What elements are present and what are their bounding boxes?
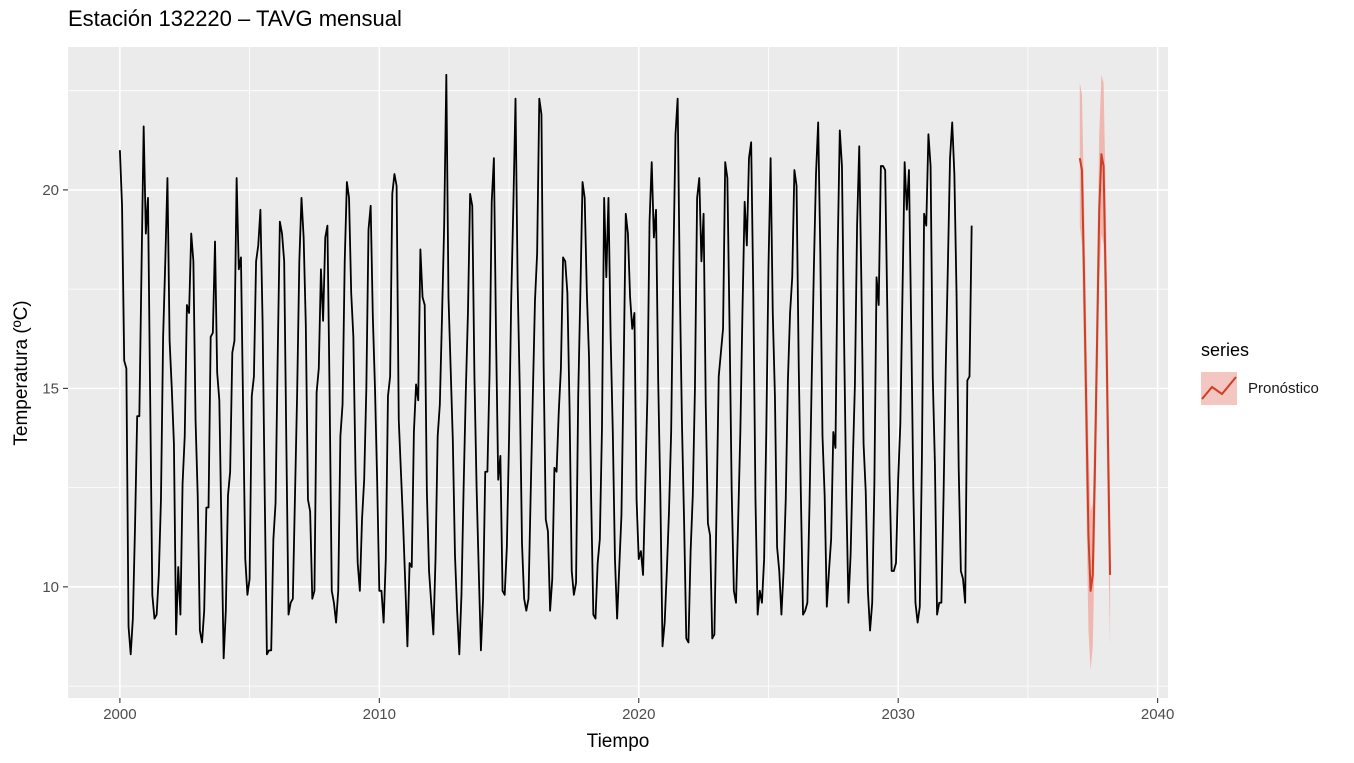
legend-key-line xyxy=(1201,376,1237,400)
legend-key-band xyxy=(1201,372,1237,405)
chart-title: Estación 132220 – TAVG mensual xyxy=(68,6,402,31)
legend-key-forecast xyxy=(1201,372,1237,405)
y-tick-label: 10 xyxy=(42,579,59,596)
grid-major xyxy=(68,47,1168,698)
series-line-layer xyxy=(118,73,1112,660)
y-tick-label: 15 xyxy=(42,380,59,397)
y-tick-label: 20 xyxy=(42,182,59,199)
x-axis-label: Tiempo xyxy=(587,731,650,752)
x-tick-label: 2000 xyxy=(103,706,136,723)
series-line-forecast xyxy=(1078,153,1112,592)
x-tick-label: 2030 xyxy=(882,706,915,723)
series-line-observed xyxy=(118,73,973,660)
x-tick-label: 2010 xyxy=(363,706,396,723)
legend-title: series xyxy=(1201,340,1250,360)
y-axis-label: Temperatura (ºC) xyxy=(11,300,32,445)
axis-ticks xyxy=(63,189,1159,703)
axis-tick-labels: 2000 2010 2020 2030 2040 10 15 20 xyxy=(42,182,1174,723)
x-tick-label: 2040 xyxy=(1141,706,1174,723)
x-tick-label: 2020 xyxy=(622,706,655,723)
legend-label-forecast: Pronóstico xyxy=(1248,380,1319,397)
